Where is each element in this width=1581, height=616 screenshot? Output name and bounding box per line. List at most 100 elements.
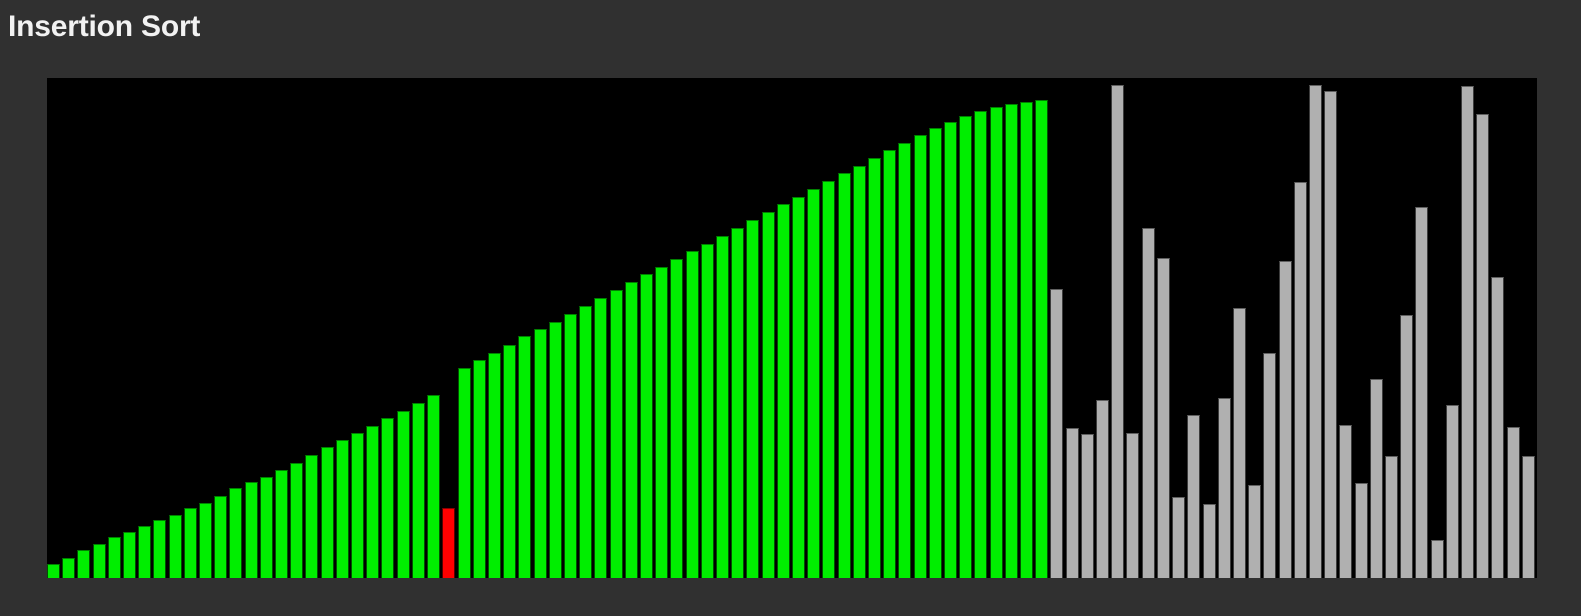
bar-key-26 (442, 508, 456, 578)
bar-sorted-32 (533, 329, 547, 578)
bar-sorted-47 (761, 212, 775, 578)
bar-sorted-29 (487, 353, 501, 578)
bar-sorted-22 (381, 418, 395, 578)
bar-unsorted-79 (1248, 485, 1262, 578)
bar-sorted-44 (715, 236, 729, 578)
bar-unsorted-87 (1369, 379, 1383, 578)
bar-sorted-62 (989, 107, 1003, 578)
bar-unsorted-72 (1141, 228, 1155, 578)
bar-sorted-35 (579, 306, 593, 578)
bar-sorted-58 (928, 128, 942, 578)
bar-sorted-10 (199, 503, 213, 578)
bar-sorted-52 (837, 173, 851, 578)
bar-sorted-41 (670, 259, 684, 578)
bar-sorted-9 (183, 508, 197, 578)
bar-sorted-7 (153, 520, 167, 578)
bar-sorted-27 (457, 368, 471, 578)
bar-sorted-19 (335, 440, 349, 578)
bar-sorted-3 (92, 544, 106, 578)
bar-sorted-21 (366, 426, 380, 578)
bar-sorted-64 (1020, 102, 1034, 578)
bar-sorted-15 (275, 470, 289, 578)
bar-unsorted-86 (1354, 483, 1368, 578)
bar-sorted-8 (168, 515, 182, 578)
bar-sorted-63 (1004, 104, 1018, 578)
bar-sorted-13 (244, 482, 258, 578)
bar-unsorted-82 (1293, 182, 1307, 578)
bar-sorted-25 (427, 395, 441, 578)
bar-unsorted-83 (1308, 85, 1322, 578)
bar-unsorted-92 (1445, 405, 1459, 578)
bar-unsorted-85 (1339, 425, 1353, 578)
bar-sorted-37 (609, 290, 623, 578)
bar-unsorted-91 (1430, 540, 1444, 578)
bar-unsorted-75 (1187, 415, 1201, 578)
bar-sorted-65 (1035, 100, 1049, 578)
bar-sorted-60 (959, 116, 973, 578)
bar-sorted-23 (396, 411, 410, 578)
bar-sorted-1 (62, 558, 76, 578)
bar-unsorted-81 (1278, 261, 1292, 578)
bar-unsorted-77 (1217, 398, 1231, 578)
bar-unsorted-94 (1476, 114, 1490, 578)
bar-sorted-59 (944, 122, 958, 578)
bar-sorted-49 (792, 197, 805, 578)
bar-unsorted-96 (1506, 427, 1520, 578)
bar-sorted-55 (883, 150, 897, 578)
bar-unsorted-67 (1065, 428, 1079, 578)
bar-sorted-28 (472, 360, 486, 578)
bar-sorted-14 (259, 477, 273, 578)
bar-sorted-30 (503, 345, 517, 578)
bar-sorted-24 (411, 403, 425, 578)
bar-sorted-40 (655, 267, 669, 578)
bar-sorted-2 (77, 550, 91, 578)
bar-unsorted-78 (1232, 308, 1246, 578)
bar-unsorted-88 (1384, 456, 1398, 578)
page-title: Insertion Sort (8, 10, 201, 43)
bar-unsorted-90 (1415, 207, 1429, 578)
bar-unsorted-89 (1400, 315, 1414, 578)
bar-sorted-61 (974, 111, 988, 578)
bar-sorted-38 (624, 282, 638, 578)
bar-sorted-11 (214, 496, 228, 578)
bar-sorted-57 (913, 135, 927, 578)
bar-sorted-53 (852, 166, 866, 578)
bar-unsorted-71 (1126, 433, 1140, 578)
bar-sorted-56 (898, 143, 912, 578)
bar-unsorted-97 (1521, 456, 1535, 578)
bar-sorted-45 (731, 228, 745, 578)
bar-sorted-20 (351, 433, 365, 578)
bar-sorted-43 (700, 244, 714, 578)
bar-sorted-5 (123, 532, 137, 578)
bar-sorted-17 (305, 455, 319, 578)
bar-sorted-34 (563, 314, 577, 578)
bar-sorted-50 (807, 189, 821, 578)
bar-sorted-6 (138, 526, 152, 578)
bar-unsorted-80 (1263, 353, 1277, 578)
bar-sorted-46 (746, 220, 760, 578)
bar-sorted-4 (107, 537, 121, 578)
bar-sorted-33 (548, 322, 562, 578)
bar-unsorted-70 (1111, 85, 1125, 578)
bar-sorted-36 (594, 298, 608, 578)
visualization-canvas[interactable] (47, 78, 1537, 578)
bar-sorted-16 (290, 463, 304, 578)
bar-sorted-0 (47, 564, 60, 578)
bar-sorted-12 (229, 488, 243, 578)
bar-unsorted-76 (1202, 504, 1216, 578)
bar-unsorted-68 (1080, 434, 1094, 578)
bar-unsorted-74 (1172, 497, 1186, 578)
bar-sorted-51 (822, 181, 836, 578)
bar-sorted-54 (868, 158, 882, 578)
bar-sorted-39 (639, 274, 653, 578)
bar-chart (47, 78, 1537, 578)
bar-sorted-31 (518, 336, 532, 578)
bar-sorted-42 (685, 251, 699, 578)
bar-unsorted-93 (1460, 86, 1474, 578)
bar-unsorted-95 (1491, 277, 1505, 578)
bar-unsorted-84 (1324, 91, 1338, 578)
bar-sorted-48 (776, 204, 790, 578)
bar-sorted-18 (320, 447, 334, 578)
bar-unsorted-73 (1156, 258, 1170, 578)
